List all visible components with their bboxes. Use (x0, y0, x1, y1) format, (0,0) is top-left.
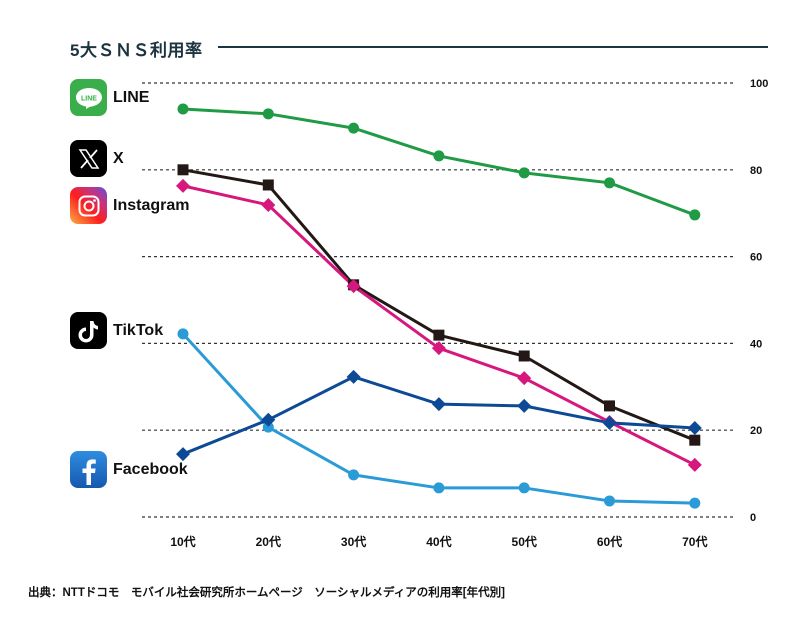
legend-item-line: LINE LINE (70, 79, 149, 116)
x-tick-label: 60代 (597, 534, 622, 549)
data-point-line (433, 150, 445, 162)
legend-label-line: LINE (113, 88, 150, 106)
y-tick-label: 60 (750, 252, 762, 264)
data-point-line (518, 167, 530, 179)
data-point-instagram (517, 371, 532, 386)
data-point-x (262, 179, 274, 191)
data-point-instagram (176, 178, 190, 193)
data-point-facebook (687, 421, 702, 436)
data-point-instagram (261, 197, 276, 212)
x-tick-label: 70代 (682, 534, 707, 549)
data-point-instagram (346, 279, 361, 294)
instagram-logo-icon (70, 187, 107, 224)
data-point-facebook (261, 412, 276, 427)
data-point-x (177, 164, 189, 176)
data-point-tiktok (689, 497, 701, 509)
x-logo-icon (70, 140, 107, 177)
legend-item-x: X (70, 140, 124, 177)
data-point-line (604, 177, 615, 189)
data-point-facebook (176, 447, 190, 462)
x-tick-label: 50代 (512, 534, 537, 549)
legend-item-tiktok: TikTok (70, 312, 163, 349)
data-point-tiktok (433, 482, 445, 494)
line-logo-icon: LINE (70, 79, 107, 116)
y-tick-label: 20 (750, 425, 762, 437)
x-tick-label: 10代 (170, 534, 195, 549)
data-point-tiktok (262, 421, 274, 433)
data-point-x (689, 434, 701, 446)
legend-label-tiktok: TikTok (113, 321, 164, 339)
x-tick-label: 20代 (256, 534, 281, 549)
series-line-facebook (182, 375, 695, 456)
data-point-x (518, 350, 530, 362)
data-point-facebook (602, 415, 617, 430)
data-point-instagram (687, 457, 702, 472)
data-point-facebook (517, 398, 532, 413)
data-point-line (689, 209, 701, 221)
data-point-x (604, 400, 615, 412)
data-point-tiktok (177, 328, 189, 340)
data-point-x (433, 329, 445, 341)
data-point-tiktok (348, 469, 360, 481)
y-tick-label: 0 (750, 512, 756, 524)
y-tick-label: 100 (750, 78, 768, 90)
title-rule (218, 46, 768, 48)
facebook-logo-icon (70, 451, 107, 488)
series-line-tiktok (181, 332, 695, 505)
series-line-line (182, 107, 696, 217)
data-point-tiktok (518, 482, 530, 494)
legend-label-facebook: Facebook (113, 460, 188, 478)
legend-label-instagram: Instagram (113, 196, 190, 214)
tiktok-logo-icon (70, 312, 107, 349)
y-tick-label: 80 (750, 165, 762, 177)
y-tick-label: 40 (750, 338, 762, 350)
data-point-tiktok (604, 495, 615, 507)
source-note: 出典：NTTドコモ モバイル社会研究所ホームページ ソーシャルメディアの利用率[… (28, 587, 505, 599)
line-logo-text: LINE (81, 95, 97, 102)
data-point-line (348, 122, 360, 134)
data-point-line (177, 103, 189, 115)
x-tick-label: 40代 (426, 534, 451, 549)
x-tick-label: 30代 (341, 534, 366, 549)
chart-title: 5大ＳＮＳ利用率 (70, 41, 203, 60)
legend-item-facebook: Facebook (70, 451, 188, 488)
data-point-facebook (431, 397, 446, 412)
legend-label-x: X (113, 149, 124, 167)
legend-item-instagram: Instagram (70, 187, 189, 224)
data-point-instagram (431, 341, 446, 356)
data-point-line (262, 108, 274, 120)
data-point-facebook (346, 369, 361, 384)
